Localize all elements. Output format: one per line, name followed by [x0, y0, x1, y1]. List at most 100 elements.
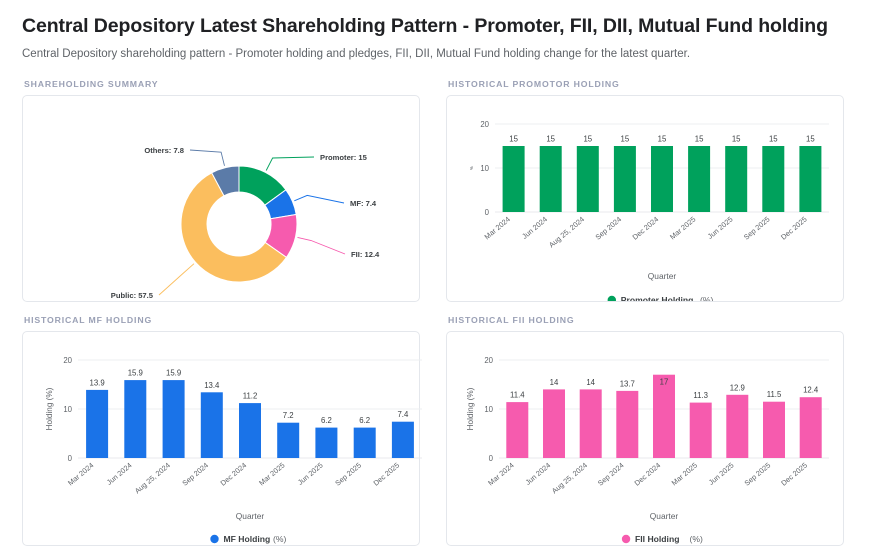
y-tick-0: 0 — [489, 454, 494, 463]
promoter-holding-cell: HISTORICAL PROMOTOR HOLDING 0 10 20% 15 Mar … — [436, 79, 866, 302]
bar-value-aug-25--2024: 15 — [583, 134, 592, 143]
legend-label-unit: (%) — [273, 534, 287, 544]
bar-value-mar-2024: 15 — [509, 134, 518, 143]
bar-value-sep-2024: 15 — [621, 134, 630, 143]
x-tick-mar-2024: Mar 2024 — [482, 214, 511, 241]
legend-label: MF Holding — [224, 534, 271, 544]
donut-leader-lines — [158, 149, 346, 296]
x-axis-title: Quarter — [236, 511, 265, 521]
x-tick-mar-2025: Mar 2025 — [257, 460, 286, 487]
bar-sep-2024[interactable] — [613, 145, 636, 212]
legend-marker — [210, 534, 219, 544]
bar-mar-2024[interactable] — [86, 389, 109, 458]
bar-jun-2024[interactable] — [543, 389, 565, 458]
bar-mar-2025[interactable] — [277, 422, 300, 458]
y-tick-10: 10 — [480, 164, 489, 173]
y-tick-0: 0 — [485, 208, 490, 217]
bar-dec-2025[interactable] — [799, 397, 822, 458]
bar-value-jun-2025: 6.2 — [321, 416, 332, 425]
donut-chart-svg: Promoter: 15 MF: 7.4 FII: 12.4 Public: 57.5… — [111, 146, 380, 300]
y-tick-10: 10 — [484, 405, 493, 414]
legend-label-unit: (%) — [700, 295, 714, 301]
y-tick-20: 20 — [480, 120, 489, 129]
x-tick-jun-2024: Jun 2024 — [523, 460, 552, 486]
bar-value-dec-2025: 15 — [806, 134, 815, 143]
fii-holding-cell: HISTORICAL FII HOLDING 0 10 20 Holding (%) 1… — [436, 315, 866, 546]
donut-slice-public[interactable] — [180, 171, 288, 283]
y-tick-10: 10 — [63, 405, 72, 414]
bar-mar-2024[interactable] — [506, 401, 529, 458]
shareholding-summary-card: Promoter: 15 MF: 7.4 FII: 12.4 Public: 57.5… — [22, 94, 420, 302]
bar-value-jun-2025: 12.9 — [730, 383, 745, 392]
bar-jun-2025[interactable] — [726, 394, 749, 458]
y-axis-title: Holding (%) — [466, 387, 475, 430]
donut-leader-promoter — [265, 156, 315, 171]
bar-value-sep-2024: 13.4 — [204, 381, 220, 390]
bar-value-sep-2025: 11.5 — [767, 390, 782, 399]
bar-value-jun-2024: 15.9 — [128, 368, 143, 377]
bar-dec-2024[interactable] — [651, 145, 673, 212]
fii-bar-chart-svg: 0 10 20 Holding (%) 11.4 Mar 2024 14 Jun 2024 14… — [466, 356, 829, 544]
donut-label-others: Others: 7.8 — [144, 146, 184, 155]
bar-dec-2025[interactable] — [799, 145, 822, 212]
x-tick-aug-25--2024: Aug 25, 2024 — [133, 460, 172, 495]
bar-sep-2025[interactable] — [353, 427, 376, 458]
page-subtitle: Central Depository shareholding pattern … — [22, 48, 691, 61]
x-tick-mar-2025: Mar 2025 — [668, 214, 697, 241]
bar-value-sep-2024: 13.7 — [620, 379, 635, 388]
legend-label: FII Holding — [635, 534, 679, 544]
page-title: Central Depository Latest Shareholding P… — [22, 15, 828, 37]
bar-value-aug-25--2024: 15.9 — [166, 368, 181, 377]
x-tick-jun-2025: Jun 2025 — [296, 460, 325, 486]
x-tick-sep-2025: Sep 2025 — [742, 214, 772, 241]
x-tick-sep-2025: Sep 2025 — [333, 460, 363, 487]
charts-grid: SHAREHOLDING SUMMARY Promoter: 15 MF: 7.4… — [0, 79, 886, 546]
donut-label-promoter: Promoter: 15 — [320, 153, 368, 162]
donut-slice-others[interactable] — [211, 165, 240, 197]
bar-value-mar-2024: 11.4 — [510, 390, 525, 399]
x-tick-jun-2025: Jun 2025 — [706, 214, 735, 240]
bar-dec-2025[interactable] — [391, 421, 414, 458]
donut-labels: Promoter: 15 MF: 7.4 FII: 12.4 Public: 57.5… — [111, 146, 380, 300]
bar-aug-25--2024[interactable] — [579, 389, 602, 458]
bar-aug-25--2024[interactable] — [576, 145, 599, 212]
bar-jun-2024[interactable] — [124, 379, 147, 458]
bar-dec-2024[interactable] — [239, 402, 261, 458]
mf-holding-label: HISTORICAL MF HOLDING — [24, 314, 153, 325]
donut-leader-others — [189, 149, 225, 166]
bar-value-mar-2024: 13.9 — [90, 378, 105, 387]
mf-holding-cell: HISTORICAL MF HOLDING 0 10 20 Holding (%) 13… — [0, 315, 436, 546]
legend-label-unit: (%) — [690, 534, 704, 544]
x-tick-dec-2024: Dec 2024 — [219, 460, 249, 487]
bar-dec-2024[interactable] — [653, 374, 675, 458]
bar-aug-25--2024[interactable] — [162, 379, 185, 458]
bar-jun-2025[interactable] — [315, 427, 338, 458]
x-tick-jun-2024: Jun 2024 — [105, 460, 134, 486]
donut-leader-mf — [294, 194, 345, 204]
bar-sep-2024[interactable] — [616, 390, 639, 458]
x-tick-sep-2025: Sep 2025 — [743, 460, 773, 487]
page-header: Central Depository Latest Shareholding P… — [0, 0, 886, 63]
x-tick-dec-2025: Dec 2025 — [371, 460, 401, 487]
shareholding-summary-cell: SHAREHOLDING SUMMARY Promoter: 15 MF: 7.4… — [0, 79, 436, 302]
fii-holding-card: 0 10 20 Holding (%) 11.4 Mar 2024 14 Jun 2024 14… — [446, 330, 844, 546]
promoter-holding-label: HISTORICAL PROMOTOR HOLDING — [448, 78, 620, 89]
bar-value-jun-2024: 15 — [546, 134, 555, 143]
x-tick-dec-2025: Dec 2025 — [779, 214, 809, 241]
shareholding-summary-label: SHAREHOLDING SUMMARY — [24, 78, 159, 89]
bar-mar-2024[interactable] — [502, 145, 525, 212]
bar-jun-2025[interactable] — [725, 145, 748, 212]
bar-mar-2025[interactable] — [689, 402, 712, 458]
donut-label-mf: MF: 7.4 — [350, 199, 377, 208]
bar-value-aug-25--2024: 14 — [586, 378, 595, 387]
bar-jun-2024[interactable] — [539, 145, 562, 212]
bar-sep-2025[interactable] — [762, 145, 785, 212]
legend-label: Promoter Holding — [621, 295, 694, 301]
legend-marker — [607, 295, 616, 301]
bar-mar-2025[interactable] — [688, 145, 711, 212]
legend-marker — [621, 534, 631, 544]
bar-sep-2024[interactable] — [200, 392, 223, 458]
bar-value-mar-2025: 11.3 — [693, 391, 708, 400]
bar-sep-2025[interactable] — [763, 401, 785, 458]
